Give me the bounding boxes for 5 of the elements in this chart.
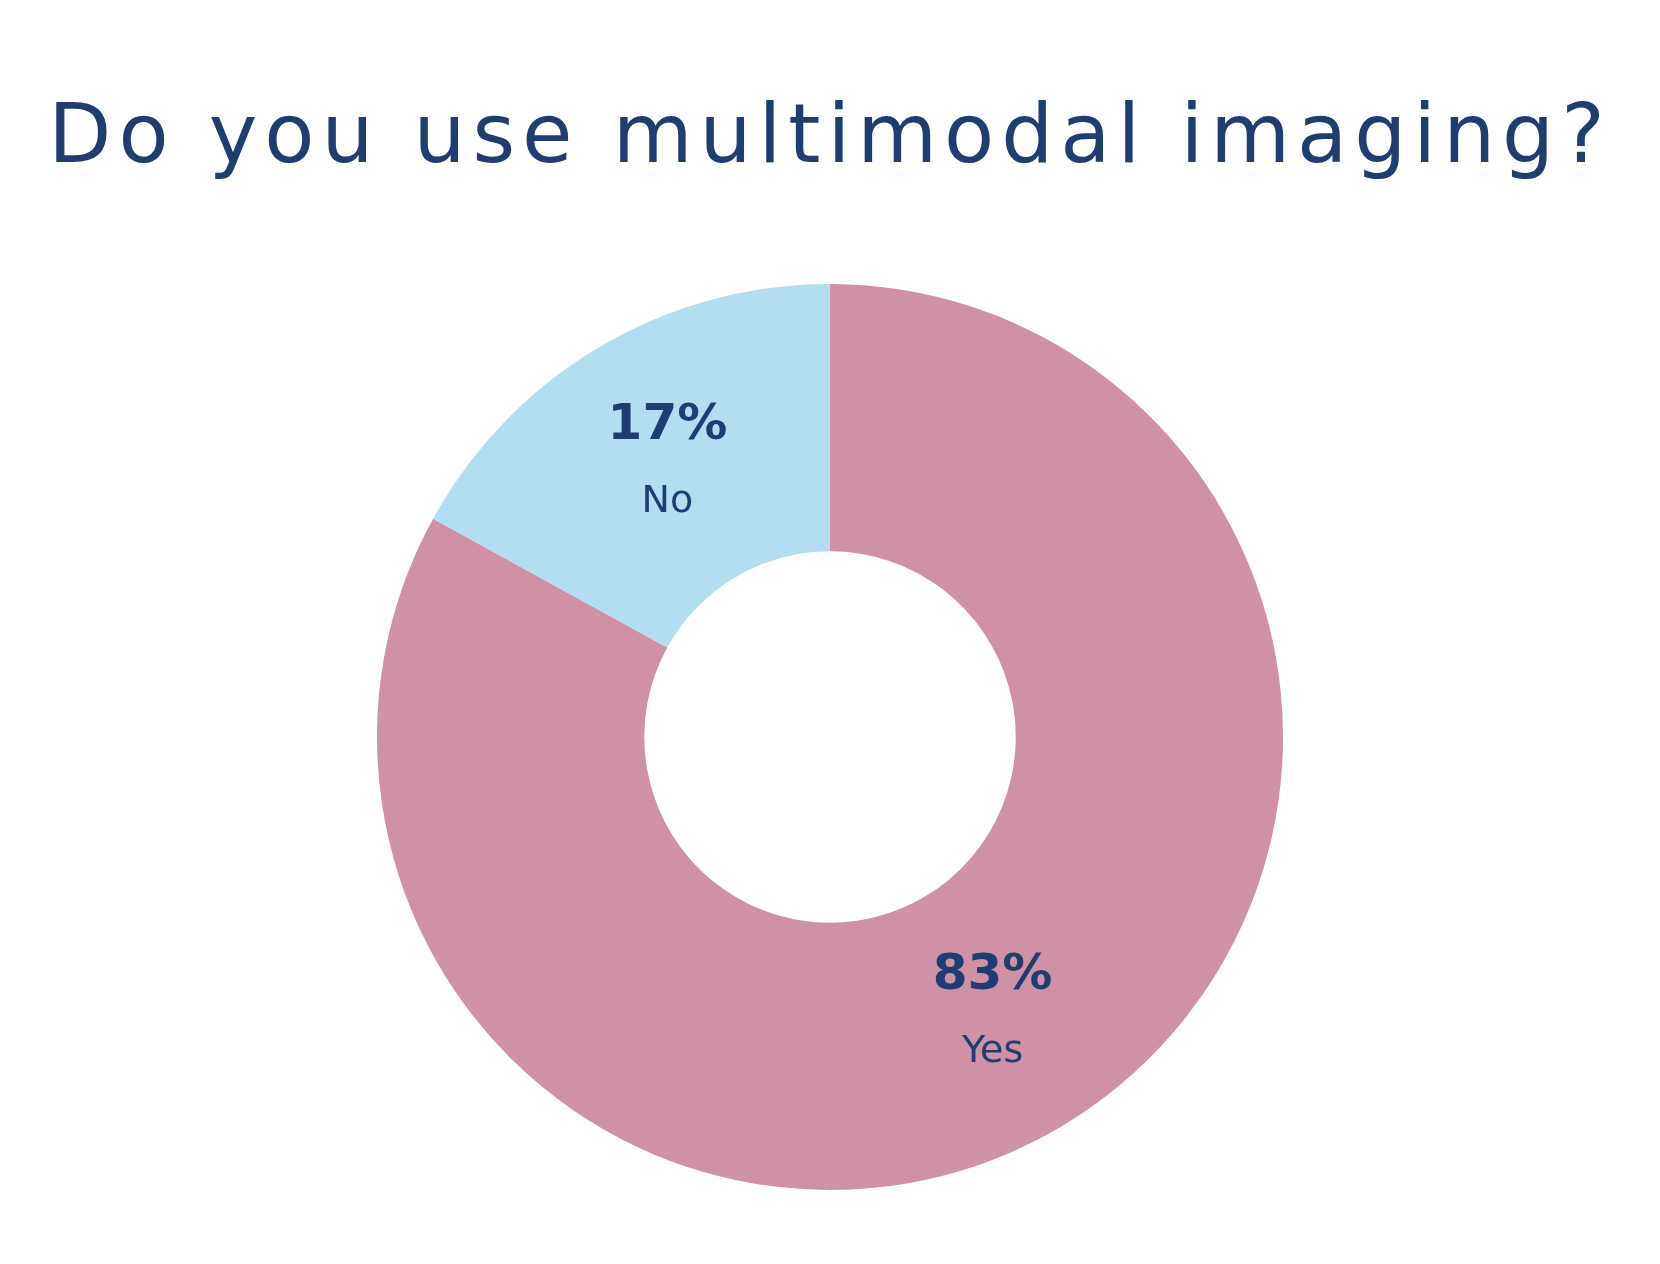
chart-title: Do you use multimodal imaging?: [47, 85, 1613, 183]
data-label: 17%: [607, 393, 728, 452]
slice-label: No: [641, 476, 694, 521]
data-label: 83%: [932, 942, 1053, 1001]
slice-label: Yes: [960, 1026, 1024, 1071]
